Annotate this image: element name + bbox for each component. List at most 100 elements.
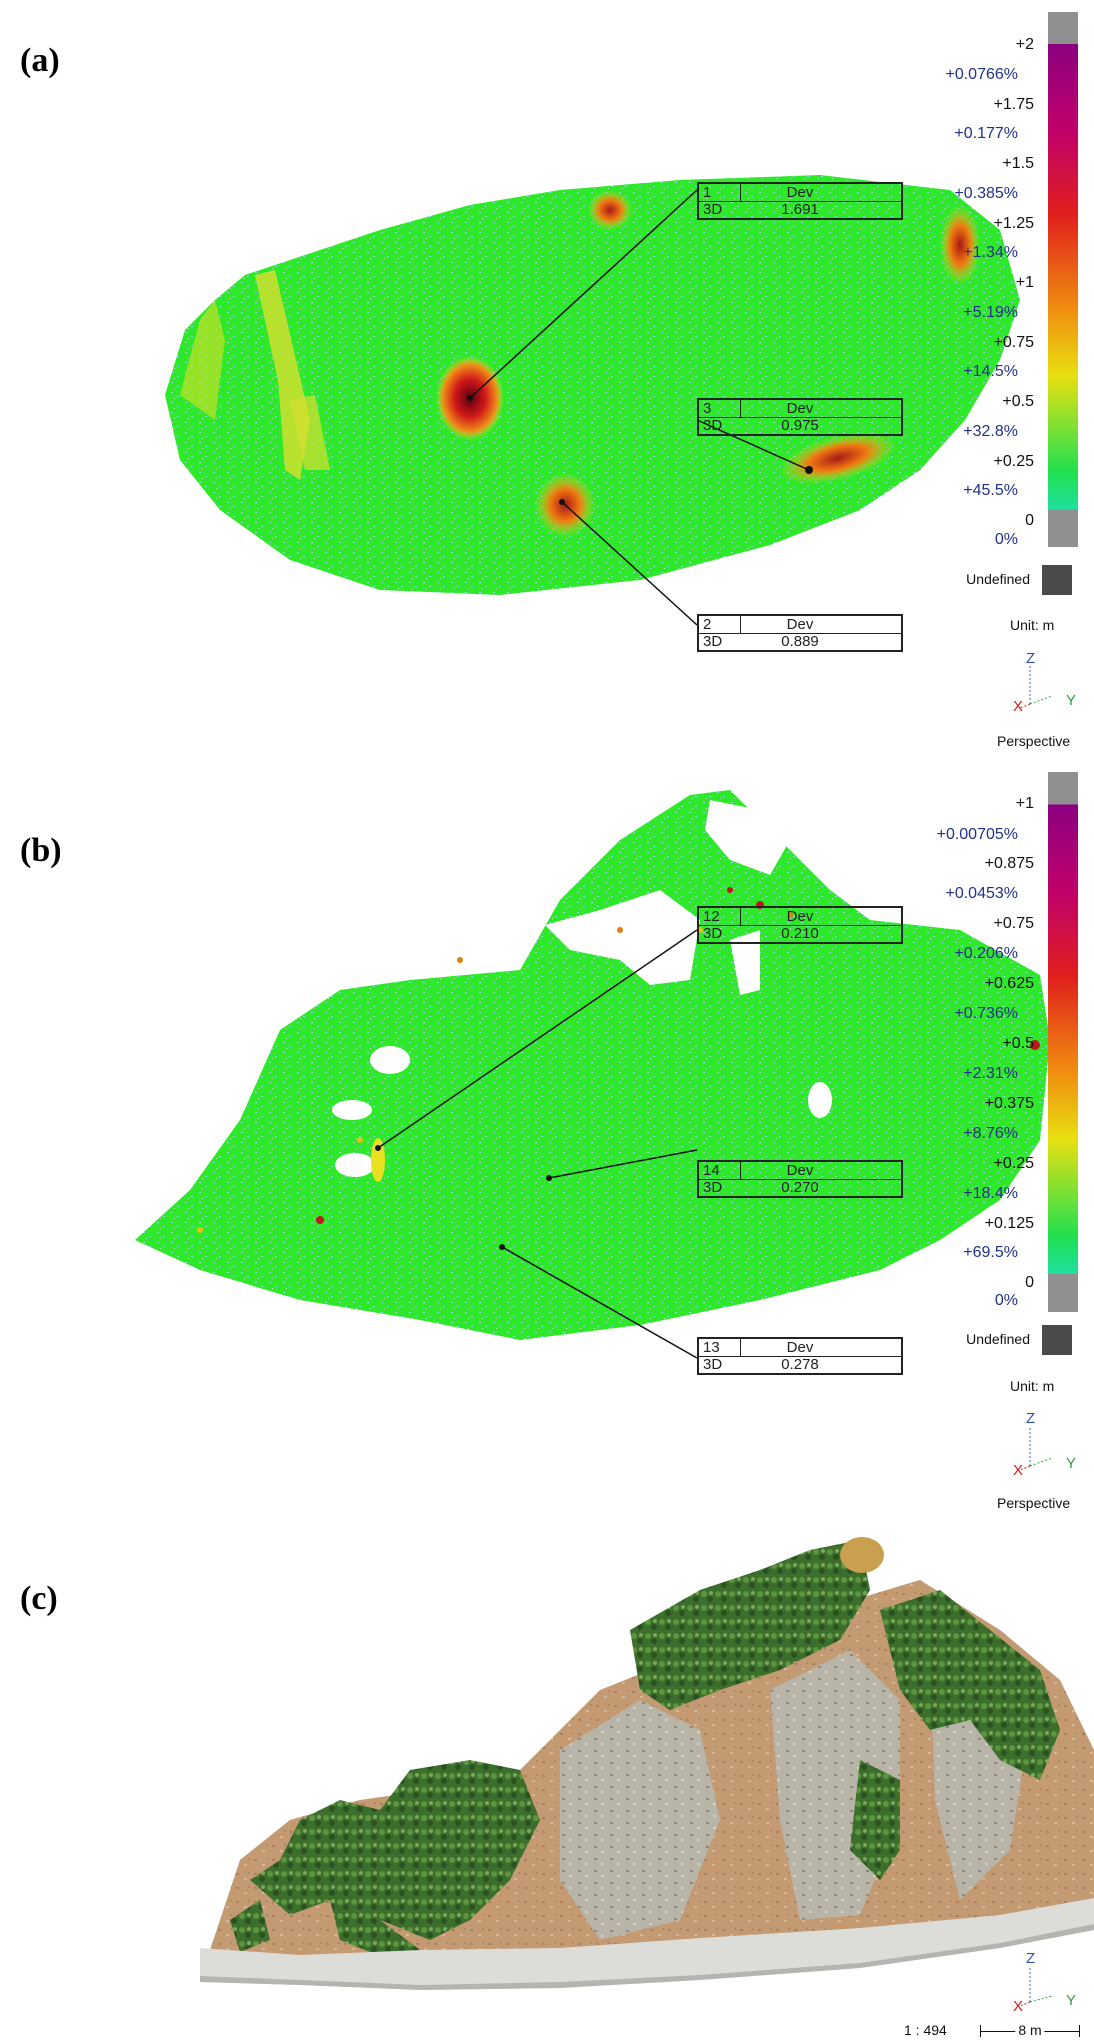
scale-percent: +5.19% [963, 304, 1018, 321]
tag-column: Dev [786, 616, 814, 633]
axis-x-label: X [1013, 698, 1024, 715]
undefined-label: Undefined [966, 571, 1030, 587]
tag-id: 3 [703, 400, 712, 417]
tag-mode: 3D [703, 633, 723, 650]
axis-z-label: Z [1026, 1410, 1036, 1427]
deviation-tag-b-13: 13 Dev 3D 0.278 [697, 1337, 903, 1375]
scale-percent: +0.385% [954, 185, 1018, 202]
tag-id: 12 [703, 908, 720, 925]
tag-value: 0.889 [781, 633, 819, 650]
dry-shrub [840, 1537, 884, 1573]
axis-z-label: Z [1026, 1950, 1036, 1967]
vegetation-1 [250, 1760, 540, 1940]
panel-label-b: (b) [20, 832, 62, 869]
tag-column: Dev [786, 184, 814, 201]
cloud-shape-a [165, 175, 1020, 595]
leader-line-b-14 [548, 1149, 698, 1179]
road-edge [200, 1924, 1094, 1990]
cloud-shape-a-edge [180, 300, 225, 420]
leader-line-a-1 [469, 189, 698, 399]
deviation-point-cloud-b [135, 790, 1050, 1359]
tag-mode: 3D [703, 201, 723, 218]
cloud-hole-b-6 [332, 1100, 372, 1120]
view-mode-label: Perspective [997, 1495, 1071, 1511]
unit-label: Unit: m [1010, 617, 1055, 633]
deviation-tag-b-12: 12 Dev 3D 0.210 [697, 906, 903, 944]
vegetation-4 [850, 1760, 900, 1880]
cloud-hole-b-1 [545, 890, 700, 985]
scale-value: +1.5 [1002, 155, 1034, 172]
leader-line-b-13 [501, 1246, 698, 1359]
axis-y-label: Y [1066, 692, 1077, 709]
axis-x-label: X [1013, 1462, 1024, 1479]
vegetation-3 [880, 1590, 1060, 1780]
scale-value: +0.75 [993, 334, 1034, 351]
tag-column: Dev [786, 1162, 814, 1179]
tag-mode: 3D [703, 1179, 723, 1196]
cloud-hole-b-3 [730, 930, 760, 995]
tag-value: 0.270 [781, 1179, 819, 1196]
tag-point-a-2 [559, 499, 565, 505]
tag-point-b-13 [499, 1244, 505, 1250]
tag-point-a-3 [805, 466, 813, 474]
scale-percent: +32.8% [963, 423, 1018, 440]
tag-value: 0.975 [781, 417, 819, 434]
tag-mode: 3D [703, 417, 723, 434]
deviation-point-cloud-a [165, 175, 1020, 626]
panel-label-a: (a) [20, 42, 60, 79]
hotspot-a-5 [940, 205, 980, 285]
scale-percent: +0.177% [954, 125, 1018, 142]
tag-column: Dev [786, 908, 814, 925]
tag-column: Dev [786, 1339, 814, 1356]
scale-percent: 0% [994, 531, 1018, 548]
axis-triad-c [1019, 1966, 1053, 2007]
cloud-hole-b-7 [335, 1153, 375, 1177]
scale-percent: +0.0766% [945, 66, 1018, 83]
deviation-tag-b-14: 14 Dev 3D 0.270 [697, 1160, 903, 1198]
vegetation-5 [330, 1900, 420, 1956]
scale-value: 0 [1025, 512, 1034, 529]
rock-outcrop-1 [560, 1700, 720, 1940]
tag-point-b-12 [375, 1145, 381, 1151]
deviation-tag-a-1: 1 Dev 3D 1.691 [697, 182, 903, 220]
undefined-swatch [1042, 565, 1072, 595]
scale-value: +1 [1015, 274, 1034, 291]
tag-mode: 3D [703, 925, 723, 942]
vegetation-2 [630, 1540, 870, 1710]
tag-id: 13 [703, 1339, 720, 1356]
rgb-point-cloud-c [200, 1537, 1094, 1990]
leader-line-a-2 [561, 501, 698, 626]
scale-percent: +14.5% [963, 363, 1018, 380]
tag-id: 14 [703, 1162, 720, 1179]
scale-bar-label: 8 m [1015, 2022, 1045, 2038]
tag-id: 2 [703, 616, 712, 633]
tag-value: 0.278 [781, 1356, 819, 1373]
tag-value: 0.210 [781, 925, 819, 942]
axis-triad-b [1019, 1426, 1053, 1471]
axis-z-label: Z [1026, 650, 1036, 667]
view-mode-label: Perspective [997, 733, 1071, 749]
color-scale-legend-a: +2 +1.75 +1.5 +1.25 +1 +0.75 +0.5 +0.25 … [0, 0, 1094, 700]
scale-percent: +1.34% [963, 244, 1018, 261]
color-scale-bar-a [1048, 12, 1078, 547]
deviation-tag-a-3: 3 Dev 3D 0.975 [697, 398, 903, 436]
axis-y-label: Y [1066, 1992, 1077, 2009]
panel-label-c: (c) [20, 1580, 58, 1617]
cloud-shape-b [135, 790, 1050, 1340]
scale-value: +1.25 [993, 215, 1034, 232]
leader-line-b-12 [377, 929, 698, 1149]
hotspot-a-4 [588, 190, 632, 230]
road-surface [200, 1898, 1094, 1990]
scale-percent: +45.5% [963, 482, 1018, 499]
vegetation-6 [230, 1900, 270, 1952]
cloud-band-a-2 [290, 395, 330, 470]
hotspot-b-1 [371, 1138, 385, 1182]
cloud-hole-b-5 [808, 1082, 832, 1118]
leader-line-a-3 [696, 419, 810, 471]
scale-bar: 8 m [980, 2022, 1080, 2040]
scale-value: +2 [1015, 36, 1034, 53]
tag-value: 1.691 [781, 201, 819, 218]
scale-value: +0.5 [1002, 393, 1034, 410]
tag-id: 1 [703, 184, 712, 201]
cloud-hole-b-4 [370, 1046, 410, 1074]
